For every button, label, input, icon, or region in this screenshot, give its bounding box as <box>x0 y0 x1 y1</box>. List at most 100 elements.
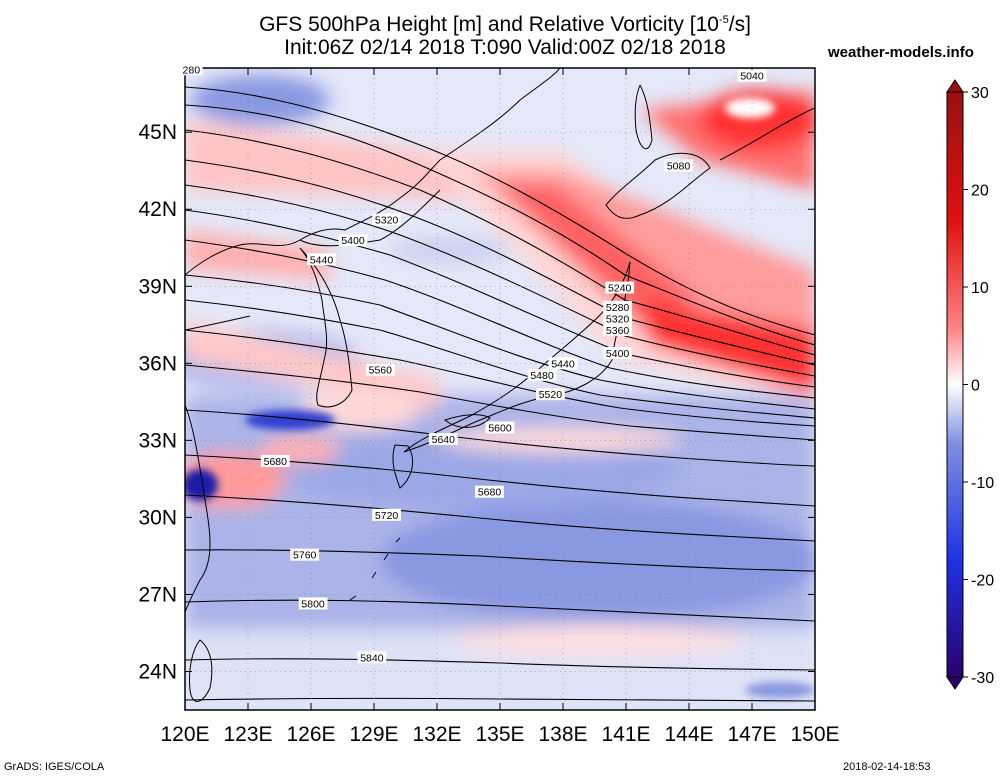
coastline-kyushu <box>392 444 413 489</box>
contour-labels: 5040508052405280532053605400544054805520… <box>180 63 767 664</box>
contour-label-bg <box>338 234 368 247</box>
height-contour <box>185 697 815 702</box>
contour-label: 5400 <box>606 348 630 360</box>
contour-label-bg <box>372 508 401 521</box>
coastline-china <box>185 159 441 276</box>
colorbar-top-arrow <box>946 79 964 93</box>
height-contour <box>185 104 815 346</box>
x-tick-label: 141E <box>601 723 650 746</box>
contour-label: 5720 <box>375 510 399 522</box>
contour-label-bg <box>298 597 328 610</box>
y-tick-label: 27N <box>138 583 177 606</box>
contour-label: 5600 <box>488 423 512 435</box>
contour-label: 5640 <box>432 434 456 446</box>
contour-label-bg <box>357 651 387 664</box>
height-contour <box>185 86 815 336</box>
contour-label: 5400 <box>341 235 365 247</box>
coastline-russia <box>439 68 561 161</box>
y-tick-label: 33N <box>138 429 177 452</box>
contour-label: 5240 <box>608 283 632 295</box>
x-tick-label: 135E <box>475 723 524 746</box>
contour-label: 5560 <box>369 365 393 377</box>
height-contour <box>185 599 815 622</box>
site-label: weather-models.info <box>828 44 974 61</box>
contour-label: 5680 <box>478 487 502 499</box>
contour-label-bg <box>527 368 557 381</box>
height-contour <box>185 159 815 366</box>
contour-label-bg <box>485 421 515 434</box>
y-tick-label: 30N <box>138 506 177 529</box>
contour-label-bg <box>536 388 565 401</box>
vorticity-field <box>185 68 815 710</box>
contour-label-bg <box>605 281 635 294</box>
x-tick-label: 120E <box>160 723 209 746</box>
border-china-korea <box>299 189 441 247</box>
x-axis: 120E 123E 126E 129E 132E 135E 138E 141E 144E 147E… <box>160 68 840 746</box>
y-tick-label: 36N <box>138 352 177 375</box>
x-tick-label: 147E <box>727 723 776 746</box>
coastline-sakhalin <box>634 84 653 150</box>
contour-label-bg <box>307 253 336 266</box>
contour-label: 5280 <box>606 302 630 314</box>
contour-label: 280 <box>183 64 201 76</box>
colorbar-tick-label: -20 <box>971 573 994 590</box>
coastlines <box>185 68 815 702</box>
y-tick-label: 42N <box>138 198 177 221</box>
contour-label-bg <box>603 347 632 360</box>
x-tick-label: 138E <box>538 723 587 746</box>
x-tick-label: 126E <box>286 723 335 746</box>
coastline-east-china <box>185 404 211 613</box>
coastline-korea <box>299 247 353 408</box>
contour-label-bg <box>603 323 632 336</box>
colorbar-tick-label: 0 <box>971 378 980 395</box>
contour-label-bg <box>260 454 290 467</box>
contour-label: 5800 <box>301 598 325 610</box>
contour-label: 5520 <box>539 389 563 401</box>
contour-label-bg <box>475 485 504 498</box>
colorbar-bottom-arrow <box>946 676 964 690</box>
contour-label: 5040 <box>740 71 764 83</box>
colorbar-tick-label: 30 <box>971 85 989 102</box>
contour-label: 5320 <box>606 313 630 325</box>
y-tick-label: 39N <box>138 275 177 298</box>
contour-label: 5360 <box>606 325 630 337</box>
x-tick-label: 123E <box>223 723 272 746</box>
colorbar-tick-label: -30 <box>971 670 994 687</box>
contour-label-bg <box>548 357 578 370</box>
contour-label: 5680 <box>264 456 288 468</box>
coastline-honshu <box>403 261 631 453</box>
title-line-2: Init:06Z 02/14 2018 T:090 Valid:00Z 02/1… <box>284 36 726 59</box>
coastline-shikoku <box>443 414 491 428</box>
colorbar-bar <box>946 91 964 678</box>
height-contour <box>185 239 815 399</box>
contour-label-bg <box>603 312 632 325</box>
y-tick-label: 45N <box>138 121 177 144</box>
contour-label-bg <box>180 63 203 76</box>
contour-label-bg <box>290 548 320 561</box>
colorbar-tick-label: 20 <box>971 183 989 200</box>
y-axis: 24N 27N 30N 33N 36N 39N 42N 45N <box>138 121 815 683</box>
contour-label: 5440 <box>310 254 334 266</box>
contour-label-bg <box>737 69 767 82</box>
x-tick-label: 129E <box>349 723 398 746</box>
coastline-shandong <box>185 315 251 331</box>
coastline-ryukyu <box>349 537 401 601</box>
colorbar-tick-label: 10 <box>971 280 989 297</box>
x-tick-label: 132E <box>412 723 461 746</box>
colorbar: 30 20 10 0 -10 -20 -30 <box>946 79 994 690</box>
contour-label: 5760 <box>293 550 317 562</box>
x-tick-label: 150E <box>790 723 839 746</box>
contour-label: 5840 <box>360 652 384 664</box>
contour-label-bg <box>428 433 458 446</box>
height-contour <box>185 209 815 388</box>
height-contours <box>185 86 815 702</box>
height-contour <box>185 129 815 356</box>
contour-label-bg <box>365 363 395 376</box>
coastline-kurils <box>719 107 815 161</box>
height-contour <box>185 299 815 419</box>
title-line-1: GFS 500hPa Height [m] and Relative Vorti… <box>259 13 751 36</box>
contour-label-bg <box>664 159 693 172</box>
footer-credit: GrADS: IGES/COLA <box>4 761 105 773</box>
